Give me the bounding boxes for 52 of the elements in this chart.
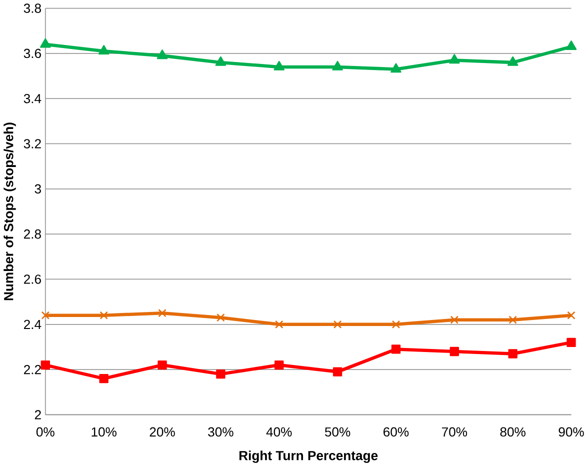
point [450,316,459,324]
point [158,309,166,318]
point [566,338,576,348]
point [391,344,401,354]
point [450,347,459,356]
point [215,56,226,66]
point [390,63,402,73]
point [100,311,108,320]
y-tick-label: 3.8 [24,4,41,14]
point [566,40,577,50]
point [274,320,284,329]
y-tick-label: 3.4 [24,94,42,104]
point [507,56,518,66]
y-axis-title: Number of Stops (stops/veh) [4,122,16,300]
point [392,320,400,329]
point [156,50,168,60]
point [158,360,167,370]
x-tick-label: 30% [208,428,234,437]
point [508,349,518,359]
point [333,320,342,329]
y-tick-label: 2.8 [24,230,41,239]
y-tick-label: 3.6 [24,49,41,58]
x-axis-title: Right Turn Percentage [239,450,378,464]
point [99,374,108,384]
x-tick-label: 70% [442,428,468,437]
x-tick-label: 40% [266,428,292,437]
y-tick-label: 2.4 [24,320,42,330]
point [332,367,342,377]
x-tick-label: 50% [324,428,350,437]
y-tick-label: 3 [34,184,41,194]
x-tick-label: 20% [150,428,175,437]
x-tick-label: 10% [92,428,116,437]
point [41,311,50,320]
y-tick-label: 2 [34,410,41,420]
x-tick-label: 80% [500,428,526,437]
point [567,311,576,320]
point [449,54,460,64]
point [332,61,343,71]
point [274,61,284,71]
point [508,316,517,324]
point [216,370,226,379]
x-tick-label: 90% [558,428,584,437]
point [274,360,284,370]
y-tick-label: 2.6 [24,274,41,284]
y-tick-label: 2.2 [24,365,41,374]
x-tick-label: 60% [384,428,409,437]
y-tick-label: 3.2 [24,139,41,149]
point [216,314,225,322]
x-tick-label: 0% [36,428,54,437]
point [98,45,110,55]
point [40,360,50,370]
point [40,38,51,48]
